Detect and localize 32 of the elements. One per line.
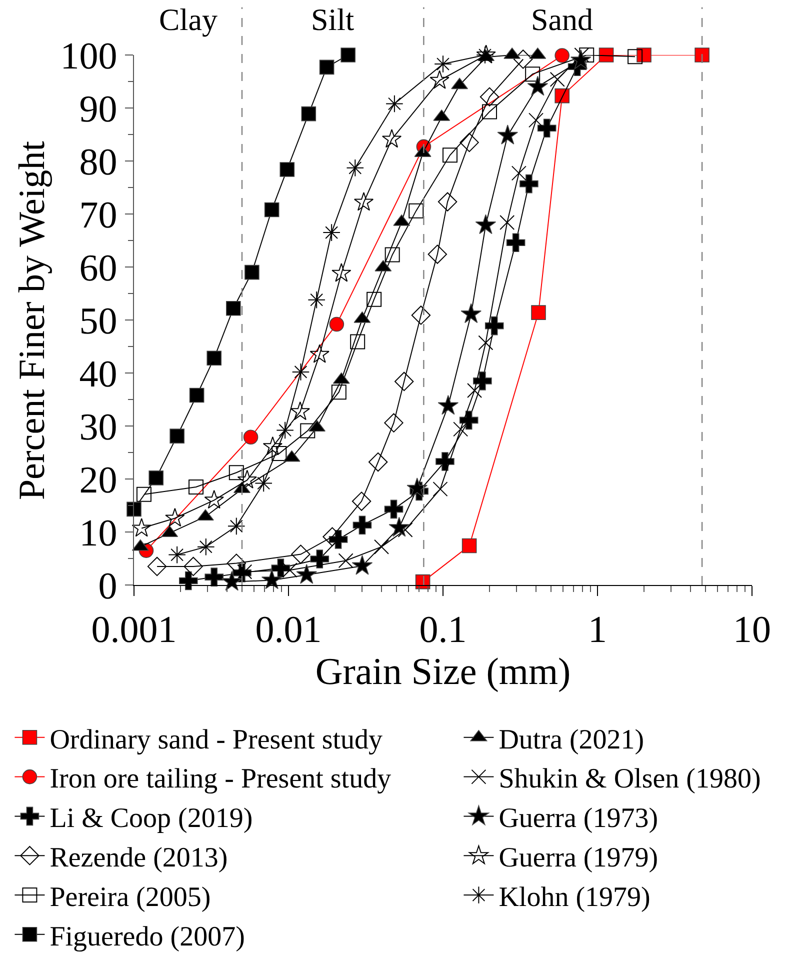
y-tick-label: 70: [79, 194, 118, 236]
y-tick-label: 90: [79, 88, 118, 130]
text: Silt: [311, 2, 354, 37]
x-tick-label: 0.001: [91, 608, 177, 651]
y-tick-label: 20: [79, 459, 118, 502]
x-tick-label: 0.1: [419, 608, 467, 651]
legend-label: Guerra (1979): [498, 842, 658, 874]
legend-label: Rezende (2013): [50, 842, 228, 874]
y-tick-label: 100: [60, 35, 118, 78]
legend-label: Iron ore tailing - Present study: [50, 764, 392, 795]
legend-label: Ordinary sand - Present study: [50, 724, 383, 756]
y-tick-label: 40: [79, 353, 118, 396]
y-tick-label: 80: [79, 141, 118, 184]
x-axis-title: Grain Size (mm): [315, 650, 571, 693]
legend-label: Shukin & Olsen (1980): [498, 764, 761, 795]
y-tick-label: 10: [79, 512, 118, 554]
y-axis-title: Percent Finer by Weight: [12, 140, 54, 500]
y-tick-label: 30: [79, 406, 118, 448]
text: Sand: [531, 2, 594, 37]
x-tick-label: 1: [588, 608, 607, 651]
legend-label: Pereira (2005): [50, 882, 211, 913]
legend-label: Klohn (1979): [498, 882, 650, 913]
legend-label: Figueredo (2007): [50, 921, 245, 952]
text: Clay: [159, 2, 218, 37]
legend-label: Guerra (1973): [498, 803, 658, 834]
y-tick-label: 0: [98, 565, 118, 608]
y-tick-label: 60: [79, 247, 118, 290]
x-tick-label: 0.01: [255, 608, 322, 651]
legend-label: Dutra (2021): [498, 724, 644, 756]
y-tick-label: 50: [79, 300, 118, 342]
x-tick-label: 10: [733, 608, 771, 651]
legend-label: Li & Coop (2019): [50, 803, 253, 834]
